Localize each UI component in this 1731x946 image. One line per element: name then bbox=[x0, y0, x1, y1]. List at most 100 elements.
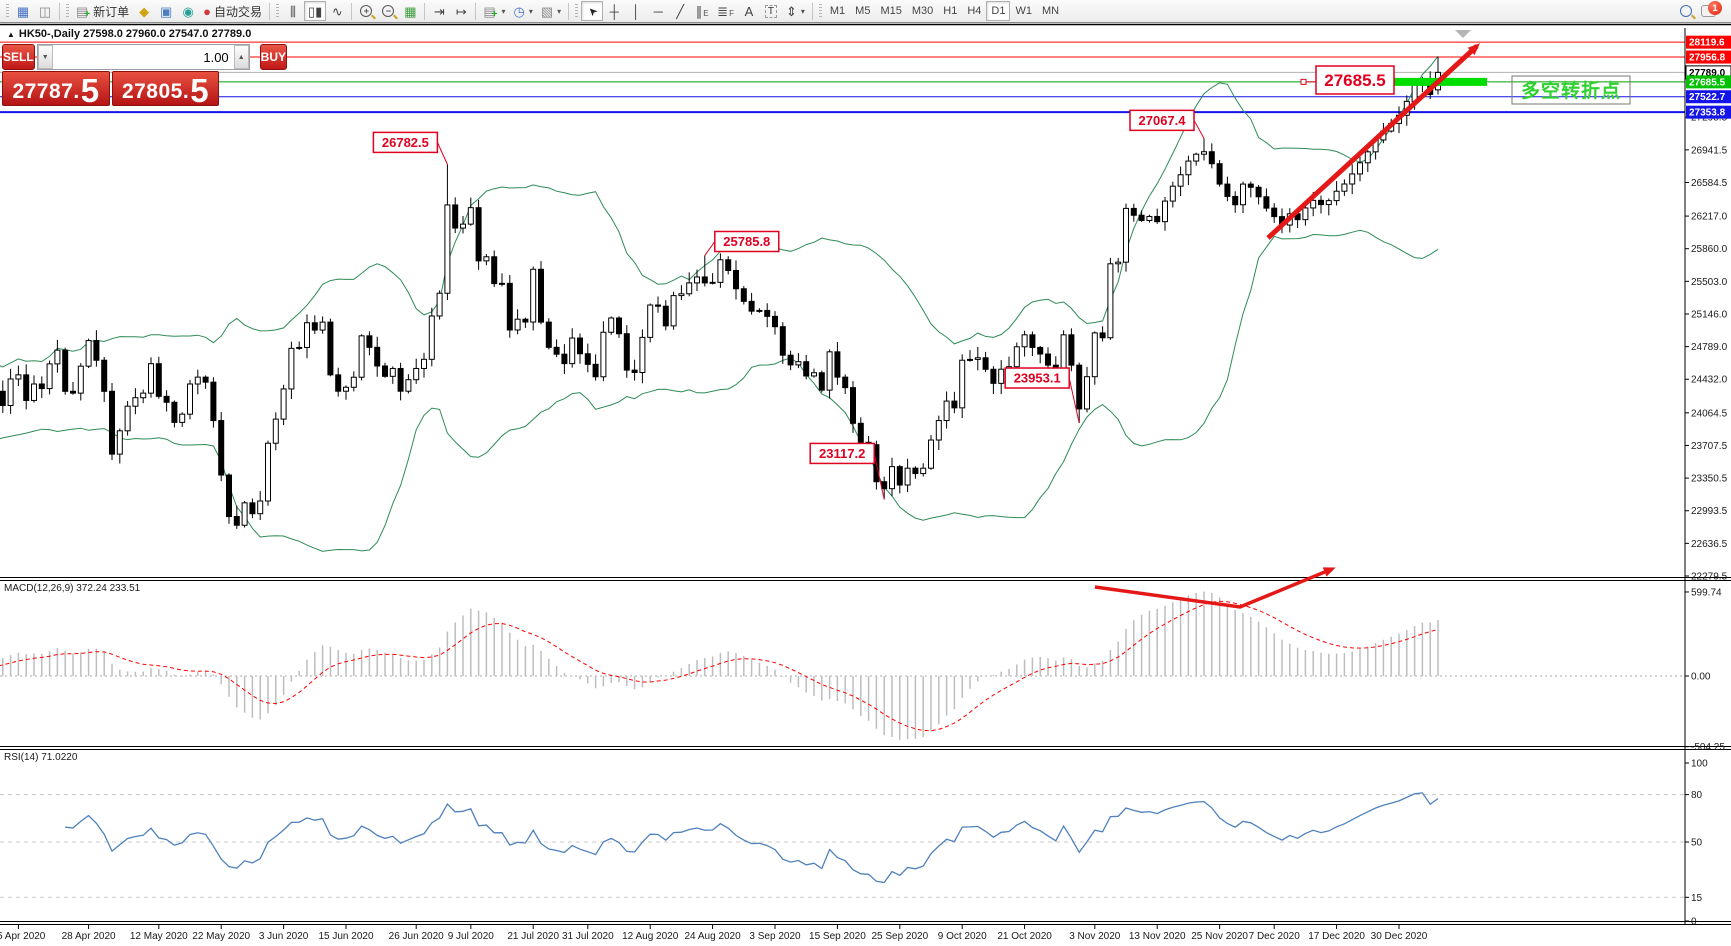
scroll-to-end-marker[interactable] bbox=[1455, 30, 1471, 38]
vline-button[interactable]: │ bbox=[625, 1, 647, 21]
candle-body bbox=[795, 361, 802, 366]
candle-body bbox=[655, 304, 661, 307]
auto-scroll-button[interactable]: ⇥ bbox=[428, 1, 450, 21]
turning-point-label: 多空转折点 bbox=[1521, 79, 1621, 102]
zoom-in-button[interactable]: + bbox=[355, 1, 377, 21]
volume-up-stepper[interactable]: ▲ bbox=[233, 45, 249, 69]
sell-price-box[interactable]: 27787. 5 bbox=[2, 71, 110, 107]
tab-m30[interactable]: M30 bbox=[907, 1, 938, 21]
buy-button[interactable]: BUY bbox=[259, 44, 288, 70]
tab-m1[interactable]: M1 bbox=[825, 1, 850, 21]
notifications-button[interactable]: 1 bbox=[1697, 1, 1722, 21]
tab-mn[interactable]: MN bbox=[1037, 1, 1064, 21]
candle-body bbox=[109, 390, 115, 455]
fibonacci-button[interactable]: ≣ F bbox=[713, 1, 738, 21]
toolbar-grip[interactable] bbox=[66, 3, 69, 19]
price-callout-box[interactable] bbox=[372, 131, 439, 154]
periods-button[interactable]: ◷ ▾ bbox=[510, 1, 537, 21]
templates-button[interactable]: ▧ ▾ bbox=[537, 1, 565, 21]
tab-m15[interactable]: M15 bbox=[875, 1, 906, 21]
candle-body bbox=[257, 500, 264, 515]
toolbar-grip[interactable] bbox=[6, 3, 9, 19]
tab-d1[interactable]: D1 bbox=[986, 1, 1011, 21]
candle-body bbox=[1193, 153, 1200, 162]
toolbar-grip[interactable] bbox=[276, 3, 280, 19]
label-tool-button[interactable]: T bbox=[760, 1, 782, 21]
candle-body bbox=[335, 374, 342, 392]
candle-body bbox=[818, 372, 825, 391]
tab-w1[interactable]: W1 bbox=[1010, 1, 1037, 21]
trendline-button[interactable]: ╱ bbox=[669, 1, 691, 21]
candle-body bbox=[46, 363, 53, 390]
callout-connector bbox=[436, 142, 448, 165]
toolbar-grip[interactable] bbox=[575, 3, 579, 19]
auto-trading-button[interactable]: ● 自动交易 bbox=[199, 1, 266, 21]
candle-body bbox=[444, 204, 451, 294]
styler-button[interactable]: ◆ bbox=[133, 1, 155, 21]
signals-button[interactable]: ◉ bbox=[177, 1, 199, 21]
turning-point-box[interactable] bbox=[1511, 75, 1631, 105]
main-trend-arrow[interactable] bbox=[1266, 43, 1480, 240]
price-callout-box[interactable] bbox=[809, 442, 875, 465]
clock-icon: ◷ bbox=[513, 3, 525, 19]
tab-h1[interactable]: H1 bbox=[938, 1, 962, 21]
bar-chart-button[interactable]: ⫼ bbox=[282, 1, 304, 21]
navigator-button[interactable]: ▣ bbox=[155, 1, 177, 21]
signals-icon: ◉ bbox=[182, 3, 194, 19]
candle-body bbox=[218, 420, 225, 476]
sell-button[interactable]: SELL bbox=[2, 44, 35, 70]
callout-anchor[interactable] bbox=[1300, 78, 1307, 85]
candle-body bbox=[1333, 190, 1340, 202]
candle-body bbox=[928, 439, 934, 469]
candle-body bbox=[226, 474, 232, 518]
macd-trend-arrow[interactable] bbox=[1094, 567, 1336, 609]
price-callout-box[interactable] bbox=[1129, 109, 1195, 132]
candlestick-chart-button[interactable]: ▯▮ bbox=[304, 1, 327, 21]
toolbar-grip[interactable] bbox=[818, 3, 822, 19]
candle-body bbox=[1091, 332, 1098, 378]
shapes-button[interactable]: ⇕ ▾ bbox=[782, 1, 809, 21]
volume-down-stepper[interactable]: ▼ bbox=[37, 45, 53, 69]
candle-body bbox=[38, 383, 45, 390]
crosshair-button[interactable]: ┼ bbox=[603, 1, 625, 21]
hline-button[interactable]: ─ bbox=[647, 1, 669, 21]
candle-body bbox=[15, 374, 22, 380]
candle-body bbox=[1271, 207, 1278, 218]
search-button[interactable] bbox=[1675, 1, 1697, 21]
data-window-button[interactable]: ◫ bbox=[34, 1, 56, 21]
price-callout-box[interactable] bbox=[1004, 367, 1070, 389]
chart-shift-button[interactable]: ↦ bbox=[450, 1, 472, 21]
rsi-tick-label: 100 bbox=[1691, 759, 1708, 770]
chart-title: HK50-,Daily 27598.0 27960.0 27547.0 2778… bbox=[18, 28, 252, 40]
candle-body bbox=[241, 502, 248, 526]
tab-h4[interactable]: H4 bbox=[962, 1, 986, 21]
tile-windows-button[interactable]: ▦ bbox=[399, 1, 421, 21]
candle-body bbox=[1349, 173, 1356, 185]
candle-body bbox=[943, 400, 950, 422]
new-order-button[interactable]: ▤ + 新订单 bbox=[72, 1, 133, 21]
text-tool-button[interactable]: A bbox=[738, 1, 760, 21]
candle-body bbox=[343, 386, 349, 392]
candle-body bbox=[171, 401, 178, 423]
date-label: 15 Jun 2020 bbox=[318, 931, 373, 942]
callout-connector bbox=[873, 453, 885, 500]
fibonacci-icon: ≣ bbox=[717, 3, 729, 19]
zoom-out-button[interactable]: − bbox=[377, 1, 399, 21]
rsi-label: RSI(14) 71.0220 bbox=[4, 752, 78, 763]
buy-price-box[interactable]: 27805. 5 bbox=[111, 71, 219, 107]
cursor-button[interactable]: ➤ bbox=[581, 1, 604, 21]
channel-button[interactable]: ∥ E bbox=[691, 1, 713, 21]
indicators-button[interactable]: ▤ + ▾ bbox=[479, 1, 509, 21]
price-callout-box[interactable] bbox=[714, 230, 780, 253]
candles-layer bbox=[0, 56, 1441, 529]
candle-body bbox=[647, 304, 654, 338]
line-chart-button[interactable]: ∿ bbox=[326, 1, 348, 21]
candle-body bbox=[857, 422, 864, 443]
tab-m5[interactable]: M5 bbox=[850, 1, 875, 21]
candle-body bbox=[350, 376, 357, 388]
volume-input[interactable] bbox=[52, 45, 234, 69]
charts-window-button[interactable]: ▦ bbox=[12, 1, 34, 21]
date-label: 3 Jun 2020 bbox=[259, 931, 309, 942]
price-callout-box[interactable] bbox=[1315, 65, 1395, 95]
